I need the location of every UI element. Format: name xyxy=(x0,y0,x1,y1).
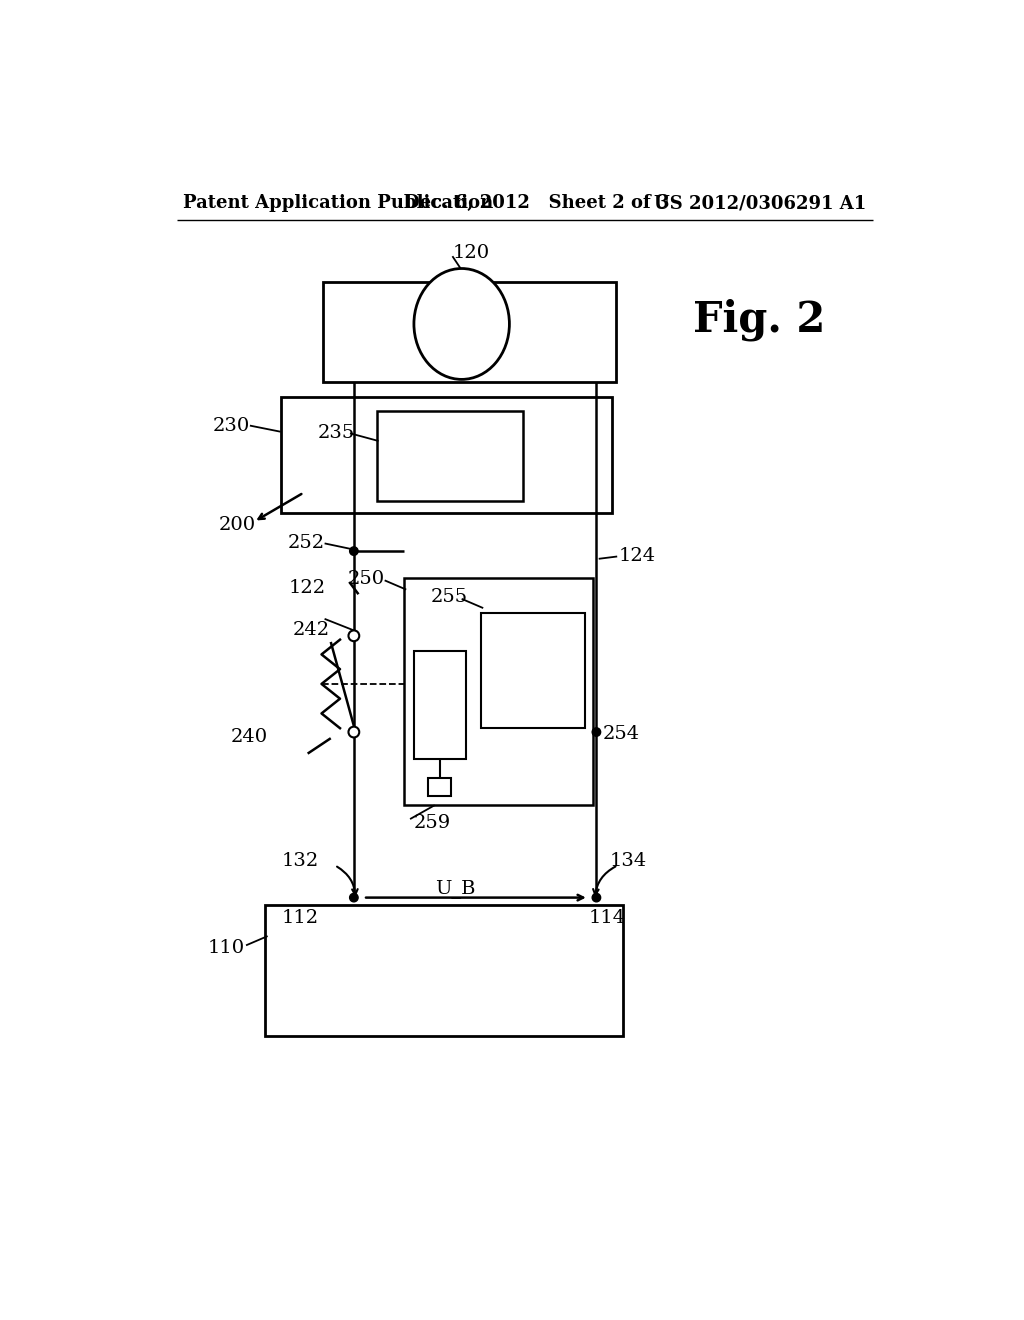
Bar xyxy=(481,612,585,729)
Ellipse shape xyxy=(414,268,509,379)
Circle shape xyxy=(348,631,359,642)
Bar xyxy=(377,411,523,502)
Text: 230: 230 xyxy=(213,417,250,434)
Circle shape xyxy=(349,894,358,902)
Text: 252: 252 xyxy=(288,535,325,552)
Bar xyxy=(428,779,452,796)
Bar xyxy=(323,281,615,381)
Text: US 2012/0306291 A1: US 2012/0306291 A1 xyxy=(654,194,866,213)
Text: 112: 112 xyxy=(282,909,318,928)
Text: 250: 250 xyxy=(348,570,385,587)
Text: 200: 200 xyxy=(219,516,256,533)
Text: Patent Application Publication: Patent Application Publication xyxy=(183,194,494,213)
Text: 259: 259 xyxy=(414,814,452,832)
Text: 255: 255 xyxy=(431,589,468,606)
Text: U_B: U_B xyxy=(435,879,475,898)
Bar xyxy=(403,578,593,805)
Text: 254: 254 xyxy=(602,726,640,743)
Circle shape xyxy=(348,726,359,738)
Text: 120: 120 xyxy=(453,244,489,263)
Text: Fig. 2: Fig. 2 xyxy=(692,298,825,342)
Bar xyxy=(281,397,611,512)
Circle shape xyxy=(592,727,601,737)
Text: 110: 110 xyxy=(208,939,245,957)
Circle shape xyxy=(592,894,601,902)
Text: 235: 235 xyxy=(317,424,355,442)
Text: 124: 124 xyxy=(618,548,655,565)
Text: 242: 242 xyxy=(292,620,330,639)
Text: Dec. 6, 2012   Sheet 2 of 3: Dec. 6, 2012 Sheet 2 of 3 xyxy=(403,194,670,213)
Bar xyxy=(414,651,466,759)
Circle shape xyxy=(349,546,358,556)
Text: 240: 240 xyxy=(230,729,268,746)
Text: 134: 134 xyxy=(609,851,647,870)
Text: 132: 132 xyxy=(282,851,318,870)
Text: 114: 114 xyxy=(589,909,626,928)
Text: 122: 122 xyxy=(289,579,326,597)
Bar xyxy=(265,906,624,1036)
